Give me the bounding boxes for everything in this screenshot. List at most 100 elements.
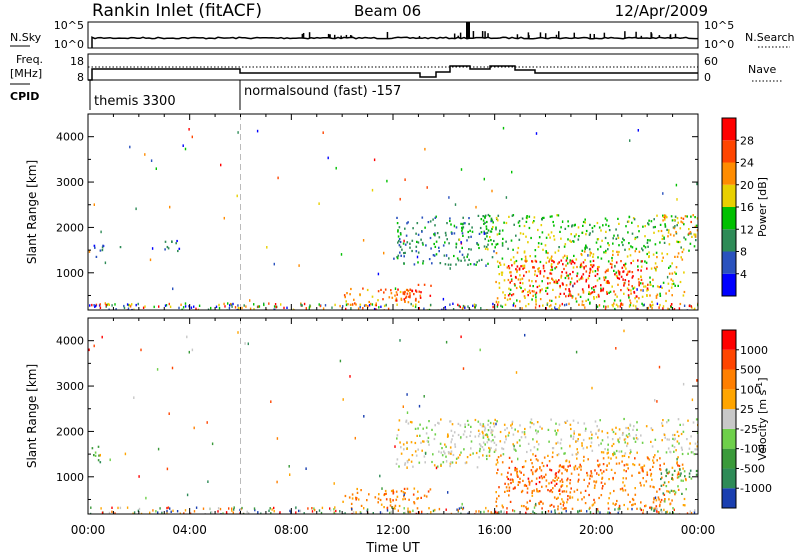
velocity-echo-cell [482, 434, 485, 437]
velocity-echo-cell [524, 460, 527, 463]
power-sparse-cell [135, 207, 137, 211]
power-near-range-cell [210, 306, 212, 310]
power-near-range-cell [237, 308, 239, 310]
power-echo-cell [559, 292, 562, 295]
power-echo-cell [502, 291, 504, 294]
power-echo-cell [675, 272, 677, 275]
power-near-range-cell [230, 303, 233, 306]
velocity-echo-cell [428, 507, 430, 510]
power-echo-cell [618, 277, 621, 280]
velocity-echo-cell [529, 426, 532, 429]
velocity-near-range-cell [450, 512, 453, 514]
velocity-echo-cell [469, 434, 471, 437]
power-echo-cell [646, 241, 649, 244]
power-echo-cell [689, 242, 692, 245]
velocity-near-range-cell [335, 509, 337, 513]
power-echo-cell [662, 281, 665, 284]
velocity-near-range-cell [231, 509, 233, 512]
power-near-range-cell [647, 306, 649, 310]
power-echo-cell [399, 232, 402, 235]
velocity-echo-cell [562, 500, 564, 503]
velocity-echo-cell [537, 430, 539, 433]
power-echo-cell [616, 276, 619, 280]
velocity-echo-cell [660, 498, 663, 502]
power-echo-cell [606, 219, 608, 222]
power-near-range-cell [671, 303, 673, 306]
power-near-range-cell [649, 303, 651, 307]
power-echo-cell [524, 296, 526, 299]
velocity-echo-cell [630, 450, 632, 453]
power-sparse-cell [172, 287, 174, 291]
power-echo-cell [491, 219, 494, 222]
power-sparse-cell [614, 265, 616, 268]
power-echo-cell [484, 221, 486, 224]
power-echo-cell [471, 230, 474, 233]
velocity-x-tick-label: 08:00 [274, 523, 309, 537]
power-echo-cell [522, 290, 524, 293]
power-echo-cell [493, 239, 495, 243]
power-echo-cell [677, 221, 679, 224]
velocity-colorbar-cell [722, 330, 736, 350]
velocity-echo-cell [507, 434, 510, 437]
power-near-range-cell [441, 308, 443, 310]
velocity-echo-cell [497, 456, 500, 459]
velocity-echo-cell [629, 500, 631, 504]
power-echo-cell [478, 232, 481, 235]
power-echo-cell [612, 250, 614, 253]
power-echo-cell [497, 214, 500, 217]
power-echo-cell [588, 271, 591, 275]
velocity-echo-cell [692, 421, 695, 424]
velocity-echo-cell [495, 463, 498, 466]
velocity-echo-cell [597, 464, 599, 467]
power-echo-cell [453, 232, 456, 235]
power-echo-cell [526, 215, 528, 218]
power-echo-cell [544, 244, 547, 247]
power-echo-cell [538, 236, 541, 239]
velocity-near-range-cell [303, 512, 305, 514]
power-near-range-cell [387, 307, 390, 310]
power-echo-cell [674, 255, 676, 258]
power-echo-cell [397, 254, 400, 257]
power-near-range-cell [383, 304, 386, 308]
velocity-echo-cell [481, 446, 484, 449]
velocity-echo-cell [445, 445, 447, 448]
velocity-echo-cell [636, 438, 639, 441]
power-echo-cell [668, 266, 670, 269]
power-echo-cell [518, 224, 521, 228]
velocity-sparse-cell [614, 452, 616, 456]
velocity-echo-cell [613, 489, 615, 493]
velocity-near-range-cell [457, 509, 459, 512]
power-near-range-cell [273, 308, 275, 310]
velocity-echo-cell [571, 453, 574, 456]
power-near-range-cell [652, 303, 654, 307]
power-echo-cell [468, 217, 470, 220]
velocity-echo-cell [649, 468, 652, 471]
velocity-sparse-cell [423, 395, 425, 398]
velocity-near-range-cell [100, 507, 102, 510]
power-echo-cell [656, 293, 659, 296]
velocity-near-range-cell [485, 506, 487, 510]
velocity-echo-cell [360, 489, 362, 492]
velocity-colorbar-level: 25 [740, 403, 754, 416]
power-near-range-cell [280, 303, 282, 306]
power-echo-cell [647, 239, 649, 242]
power-echo-cell [476, 261, 478, 264]
power-sparse-cell [188, 128, 190, 131]
power-echo-cell [637, 278, 640, 281]
velocity-near-range-cell [89, 512, 92, 514]
velocity-near-range-cell [360, 512, 362, 514]
power-echo-cell [411, 289, 413, 292]
power-echo-cell [615, 274, 618, 277]
power-echo-cell [343, 294, 346, 297]
power-echo-cell [523, 274, 525, 277]
velocity-echo-cell [477, 420, 480, 423]
power-echo-cell [416, 222, 419, 225]
power-echo-cell [549, 282, 551, 285]
velocity-sparse-cell [133, 396, 135, 399]
power-colorbar-level: 12 [740, 223, 754, 236]
power-echo-cell [396, 222, 399, 225]
velocity-echo-cell [374, 496, 377, 499]
velocity-echo-cell [531, 462, 533, 465]
power-echo-cell [677, 240, 679, 244]
velocity-echo-cell [618, 450, 621, 453]
